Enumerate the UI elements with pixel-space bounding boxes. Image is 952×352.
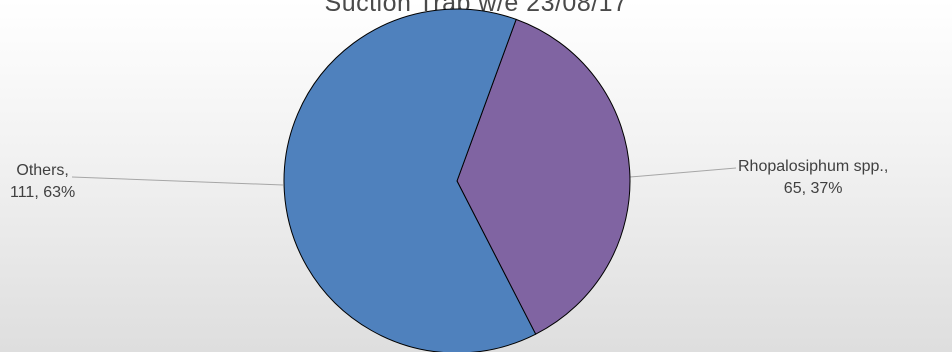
data-label-others-name: Others, bbox=[16, 162, 69, 179]
data-label-others: Others, 111, 63% bbox=[10, 160, 75, 204]
data-label-rhopalosiphum: Rhopalosiphum spp., 65, 37% bbox=[738, 156, 888, 200]
data-label-rhopalosiphum-value: 65, 37% bbox=[783, 180, 843, 197]
data-label-others-value: 111, 63% bbox=[10, 184, 76, 201]
data-label-rhopalosiphum-name: Rhopalosiphum spp., bbox=[738, 158, 889, 175]
pie-slice-rhopalosiphum-spp bbox=[456, 18, 631, 335]
pie-slice-others bbox=[283, 8, 537, 352]
leader-line-rhopalosiphum bbox=[629, 167, 737, 178]
chart-title: Suction Trap w/e 23/08/17 bbox=[324, 0, 628, 17]
leader-line-others bbox=[71, 176, 284, 186]
